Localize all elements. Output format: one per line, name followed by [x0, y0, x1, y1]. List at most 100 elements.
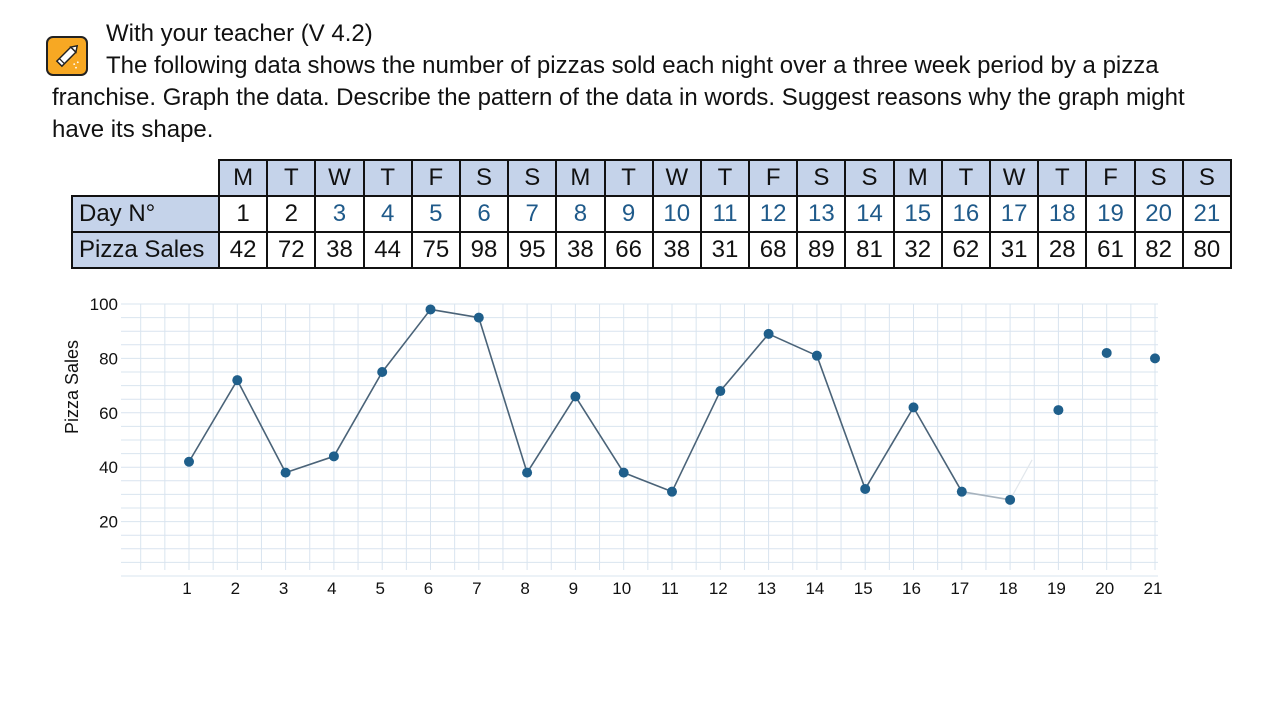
x-tick-label: 7 [472, 579, 481, 598]
data-point [956, 486, 967, 497]
series-line-segment [719, 333, 770, 392]
sales-value-cell: 38 [651, 231, 702, 269]
day-number-cell: 20 [1133, 195, 1184, 233]
data-point [570, 391, 581, 402]
series-line-segment [816, 355, 866, 490]
day-number-cell: 18 [1037, 195, 1088, 233]
instructions-text: The following data shows the number of p… [52, 52, 1185, 143]
day-letter-cell: T [699, 159, 751, 197]
day-letter-cell: S [458, 159, 510, 197]
sales-value-cell: 80 [1181, 231, 1232, 269]
x-tick-label: 5 [375, 579, 384, 598]
pizza-sales-row: Pizza Sales 42 72 38 44 75 98 95 38 66 38 31 68 89 81… [71, 231, 1232, 269]
sales-value-cell: 98 [458, 231, 510, 269]
sales-value-cell: 38 [314, 231, 365, 269]
x-tick-label: 20 [1095, 579, 1114, 598]
sales-value-cell: 62 [940, 231, 992, 269]
sales-value-cell: 89 [796, 231, 847, 269]
day-letter-cell: F [748, 159, 799, 197]
day-letter-cell: S [1181, 159, 1232, 197]
series-line-segment [188, 379, 238, 463]
y-tick-label: 100 [90, 295, 118, 314]
series-line-segment [478, 317, 528, 473]
y-tick-label: 60 [99, 404, 118, 423]
series-line-fade [1009, 459, 1033, 501]
x-tick-label: 4 [327, 579, 336, 598]
series-line-segment [912, 406, 963, 493]
x-tick-label: 10 [612, 579, 631, 598]
x-tick-label: 18 [999, 579, 1018, 598]
series-line-segment [768, 333, 818, 357]
data-point [860, 483, 871, 494]
day-number-cell: 10 [651, 195, 702, 233]
y-tick-label: 20 [99, 513, 118, 532]
data-point [522, 467, 533, 478]
x-tick-label: 2 [231, 579, 240, 598]
day-number-cell: 15 [892, 195, 943, 233]
day-number-label: Day N° [71, 195, 220, 233]
series-line-segment [430, 308, 479, 319]
data-point [473, 312, 484, 323]
pizza-sales-label: Pizza Sales [71, 231, 220, 269]
sales-value-cell: 61 [1085, 231, 1136, 269]
day-letter-cell: F [410, 159, 461, 197]
day-letter-cell: S [1133, 159, 1184, 197]
x-tick-label: 21 [1144, 579, 1163, 598]
y-tick-label: 80 [99, 349, 118, 368]
sales-value-cell: 31 [699, 231, 751, 269]
series-line-segment [285, 455, 335, 474]
x-tick-label: 15 [854, 579, 873, 598]
series-line-segment [623, 471, 673, 493]
series-line-segment [864, 406, 915, 490]
sales-value-cell: 42 [217, 231, 269, 269]
day-letter-cell: T [603, 159, 654, 197]
pencil-icon [46, 36, 88, 76]
x-tick-label: 8 [520, 579, 529, 598]
day-number-cell: 1 [217, 195, 269, 233]
x-tick-label: 17 [950, 579, 969, 598]
data-point [328, 451, 339, 462]
day-number-cell: 17 [988, 195, 1040, 233]
day-number-cell: 12 [748, 195, 799, 233]
y-axis-label: Pizza Sales [62, 340, 82, 434]
day-number-cell: 5 [410, 195, 461, 233]
day-letter-cell: M [555, 159, 606, 197]
sales-value-cell: 95 [507, 231, 558, 269]
sales-value-cell: 66 [603, 231, 654, 269]
sales-value-cell: 38 [555, 231, 606, 269]
data-point [1005, 494, 1016, 505]
day-number-cell: 7 [507, 195, 558, 233]
data-point [811, 350, 822, 361]
series-line-segment [574, 396, 625, 474]
x-tick-label: 14 [805, 579, 824, 598]
page-title: With your teacher (V 4.2) [106, 20, 373, 47]
day-letter-cell: T [1037, 159, 1088, 197]
sales-value-cell: 75 [410, 231, 461, 269]
sales-value-cell: 44 [362, 231, 413, 269]
data-point [280, 467, 291, 478]
day-number-cell: 9 [603, 195, 654, 233]
day-letter-cell: S [507, 159, 558, 197]
x-tick-label: 11 [661, 579, 679, 598]
x-tick-label: 12 [709, 579, 728, 598]
sales-value-cell: 81 [844, 231, 895, 269]
x-tick-label: 19 [1047, 579, 1066, 598]
data-point [715, 386, 726, 397]
data-point [908, 402, 919, 413]
data-point [425, 304, 436, 315]
series-line-segment [961, 490, 1011, 501]
series-line-segment [381, 308, 432, 373]
y-tick-label: 40 [99, 458, 118, 477]
data-point [763, 328, 774, 339]
day-letter-cell: W [988, 159, 1040, 197]
day-letter-cell: S [844, 159, 895, 197]
day-letter-cell: S [796, 159, 847, 197]
x-tick-label: 1 [182, 579, 191, 598]
data-point [618, 467, 629, 478]
day-letter-cell: T [362, 159, 413, 197]
series-line-segment [333, 371, 383, 457]
day-letter-cell: T [940, 159, 992, 197]
day-number-cell: 4 [362, 195, 413, 233]
